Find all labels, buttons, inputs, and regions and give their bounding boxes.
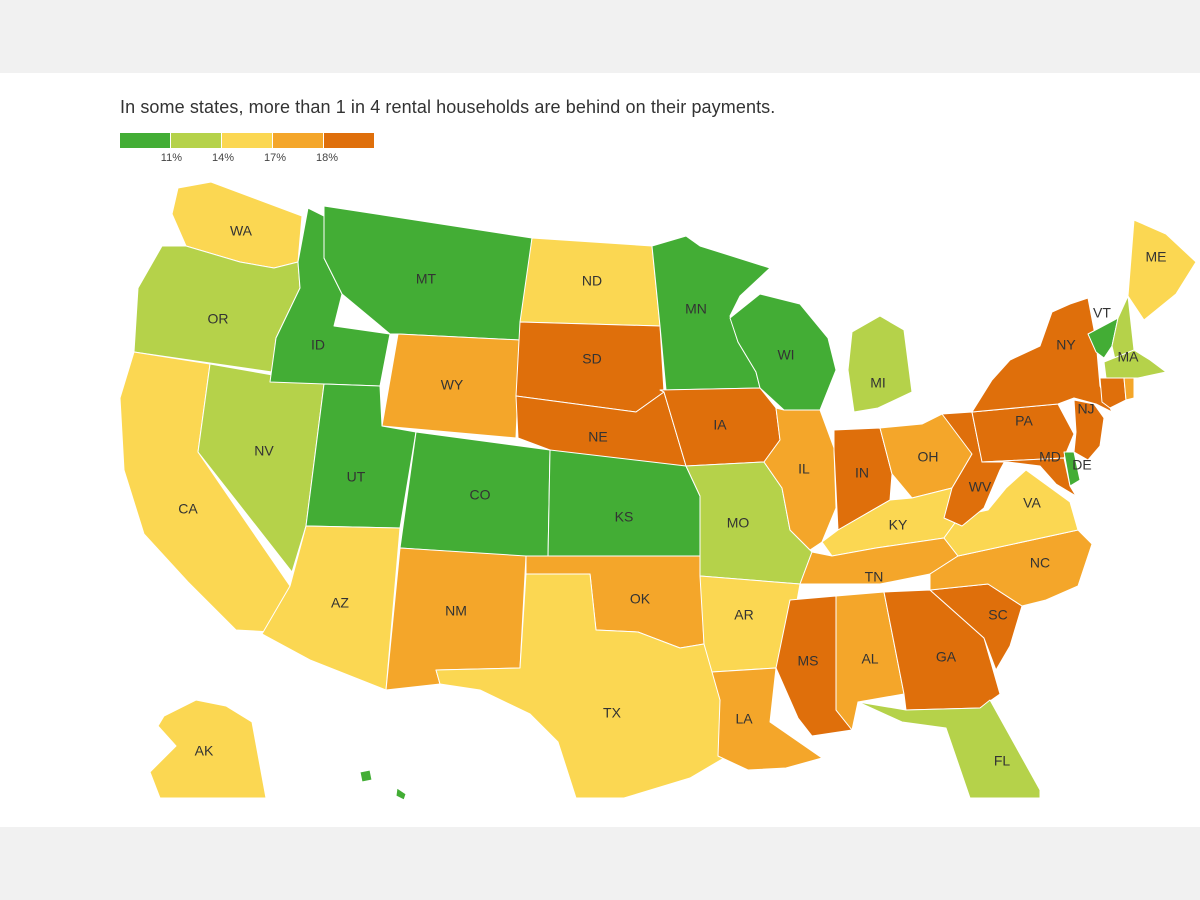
state-label-va: VA [1023,495,1041,511]
legend-swatch-1 [120,133,170,148]
state-label-wv: WV [969,479,992,495]
state-il [763,407,837,551]
state-label-vt: VT [1093,305,1111,321]
state-ks [547,449,701,559]
state-label-nv: NV [254,443,274,459]
state-label-mt: MT [416,271,437,287]
state-label-md: MD [1039,449,1061,465]
state-label-mi: MI [870,375,886,391]
state-label-mo: MO [727,515,750,531]
state-nj [1073,399,1105,461]
state-label-ne: NE [588,429,607,445]
state-label-sd: SD [582,351,601,367]
state-label-mn: MN [685,301,707,317]
state-la [711,667,823,771]
state-ct [1099,377,1127,409]
legend-tick-3: 17% [263,152,286,164]
state-ak [149,699,267,799]
state-label-tn: TN [865,569,884,585]
state-ny [971,297,1113,413]
state-label-ky: KY [889,517,908,533]
map-title: In some states, more than 1 in 4 rental … [120,97,776,117]
legend-swatch-4 [273,133,323,148]
state-label-id: ID [311,337,325,353]
state-md [981,457,1077,497]
color-legend: 11% 14% 17% 18% [120,133,380,168]
state-hi [359,769,373,783]
state-tx [435,573,725,799]
state-label-or: OR [208,311,229,327]
state-label-al: AL [861,651,878,667]
state-label-wy: WY [441,377,464,393]
legend-tick-4: 18% [315,152,338,164]
state-label-ms: MS [798,653,819,669]
state-az [261,525,401,691]
state-label-ca: CA [178,501,198,517]
state-label-oh: OH [918,449,939,465]
legend-swatch-2 [171,133,221,148]
state-label-az: AZ [331,595,349,611]
state-label-ma: MA [1118,349,1140,365]
state-label-fl: FL [994,753,1011,769]
state-label-nd: ND [582,273,602,289]
state-label-ga: GA [936,649,957,665]
state-label-wa: WA [230,223,253,239]
state-label-tx: TX [603,705,622,721]
state-label-ks: KS [615,509,634,525]
state-label-pa: PA [1015,413,1033,429]
state-label-ny: NY [1056,337,1076,353]
state-wy [381,333,521,439]
state-ri [1123,377,1135,401]
state-me [1127,219,1197,321]
state-vt [1087,317,1119,359]
state-label-ok: OK [630,591,651,607]
state-label-ut: UT [347,469,366,485]
state-label-in: IN [855,465,869,481]
state-label-nj: NJ [1077,401,1094,417]
state-label-ak: AK [195,743,214,759]
legend-ticks: 11% 14% 17% 18% [120,152,380,168]
state-label-me: ME [1146,249,1167,265]
state-label-il: IL [798,461,810,477]
state-label-la: LA [735,711,753,727]
state-label-nc: NC [1030,555,1050,571]
state-hi-island [395,787,407,801]
legend-tick-1: 11% [160,152,182,164]
state-id [269,207,391,387]
state-label-nm: NM [445,603,467,619]
state-label-co: CO [470,487,491,503]
state-label-sc: SC [988,607,1007,623]
state-label-wi: WI [777,347,794,363]
legend-color-bar [120,133,380,148]
legend-swatch-5 [324,133,374,148]
legend-tick-2: 14% [211,152,234,164]
state-fl [857,699,1041,799]
state-mi [847,315,913,413]
state-label-ia: IA [713,417,727,433]
state-label-de: DE [1072,457,1091,473]
state-label-ar: AR [734,607,753,623]
legend-swatch-3 [222,133,272,148]
